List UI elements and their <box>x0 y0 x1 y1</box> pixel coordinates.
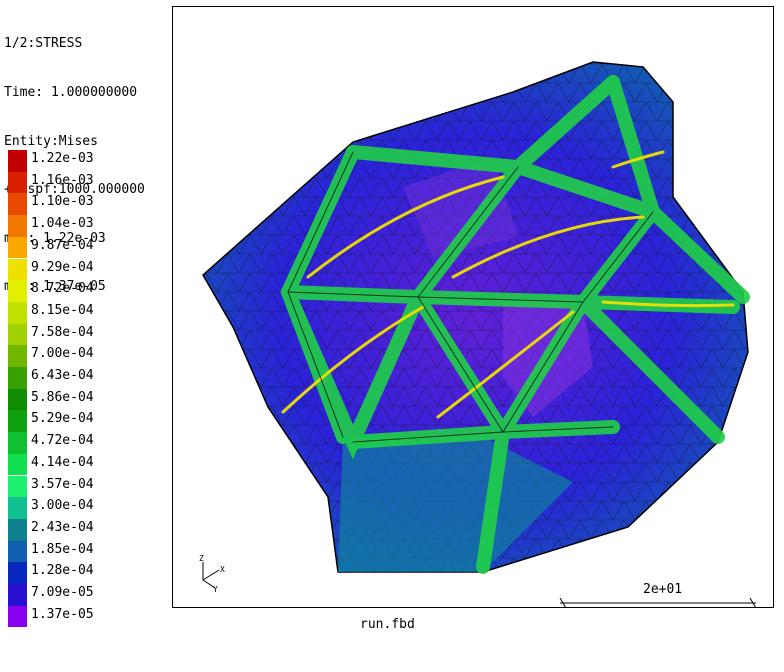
legend-swatch <box>8 453 27 476</box>
file-name: run.fbd <box>360 617 415 632</box>
mesh-shade-a <box>338 437 573 572</box>
legend-label: 4.72e-04 <box>31 433 94 449</box>
legend-swatch <box>8 258 27 281</box>
model-viewport[interactable]: Z X Y 2e+01 <box>172 6 774 608</box>
legend-swatch <box>8 215 27 237</box>
entity-label: Entity:Mises <box>4 133 98 149</box>
svg-text:Y: Y <box>213 585 218 592</box>
svg-text:X: X <box>220 565 225 574</box>
fem-mesh-render <box>202 61 750 574</box>
legend-label: 9.87e-04 <box>31 237 94 253</box>
svg-text:Z: Z <box>199 554 204 563</box>
legend-label: 7.09e-05 <box>31 585 94 600</box>
legend-label: 1.04e-03 <box>31 216 94 232</box>
result-info: 1/2:STRESS Time: 1.000000000 Entity:Mise… <box>4 4 145 312</box>
legend-label: 6.43e-04 <box>31 368 94 383</box>
legend-swatch <box>8 584 27 606</box>
scale-label: 2e+01 <box>643 582 683 597</box>
legend-swatch <box>8 301 27 324</box>
legend-swatch <box>8 323 27 346</box>
legend-swatch <box>8 562 27 584</box>
legend-swatch <box>8 518 27 541</box>
legend-label: 7.00e-04 <box>31 346 94 362</box>
legend-swatch <box>8 497 27 519</box>
legend-label: 8.72e-04 <box>31 281 94 297</box>
legend-label: 1.85e-04 <box>31 541 94 557</box>
step-label: 1/2:STRESS <box>4 36 83 52</box>
legend-label: 1.16e-03 <box>31 172 94 188</box>
legend-swatch <box>8 540 27 563</box>
legend-swatch <box>8 280 27 302</box>
legend-label: 3.00e-04 <box>31 498 94 514</box>
legend-swatch <box>8 388 27 411</box>
legend-label: 8.15e-04 <box>31 302 94 318</box>
axis-triad: Z X Y <box>199 554 225 592</box>
legend-swatch <box>8 410 27 433</box>
legend-swatch <box>8 150 27 172</box>
legend-label: 1.37e-05 <box>31 606 94 622</box>
legend-label: 3.57e-04 <box>31 476 94 492</box>
scale-bar <box>559 597 756 607</box>
legend-swatch <box>8 605 27 628</box>
legend-label: 5.86e-04 <box>31 389 94 405</box>
legend-swatch <box>8 171 27 194</box>
legend-label: 4.14e-04 <box>31 454 94 470</box>
legend-swatch <box>8 236 27 259</box>
time-label: Time: 1.000000000 <box>4 85 138 100</box>
legend-label: 7.58e-04 <box>31 324 94 340</box>
legend-swatch <box>8 367 27 389</box>
legend-swatch <box>8 432 27 454</box>
legend-label: 9.29e-04 <box>31 259 94 275</box>
legend-swatch <box>8 345 27 367</box>
legend-swatch <box>8 193 27 216</box>
legend-swatch <box>8 475 27 498</box>
dispf-label: +Dispf:1000.000000 <box>4 182 145 198</box>
legend-label: 2.43e-04 <box>31 519 94 535</box>
mesh-struts <box>280 75 750 574</box>
legend-label: 1.10e-03 <box>31 194 94 210</box>
legend-label: 5.29e-04 <box>31 411 94 427</box>
legend-label: 1.22e-03 <box>31 151 94 166</box>
legend-label: 1.28e-04 <box>31 563 94 579</box>
